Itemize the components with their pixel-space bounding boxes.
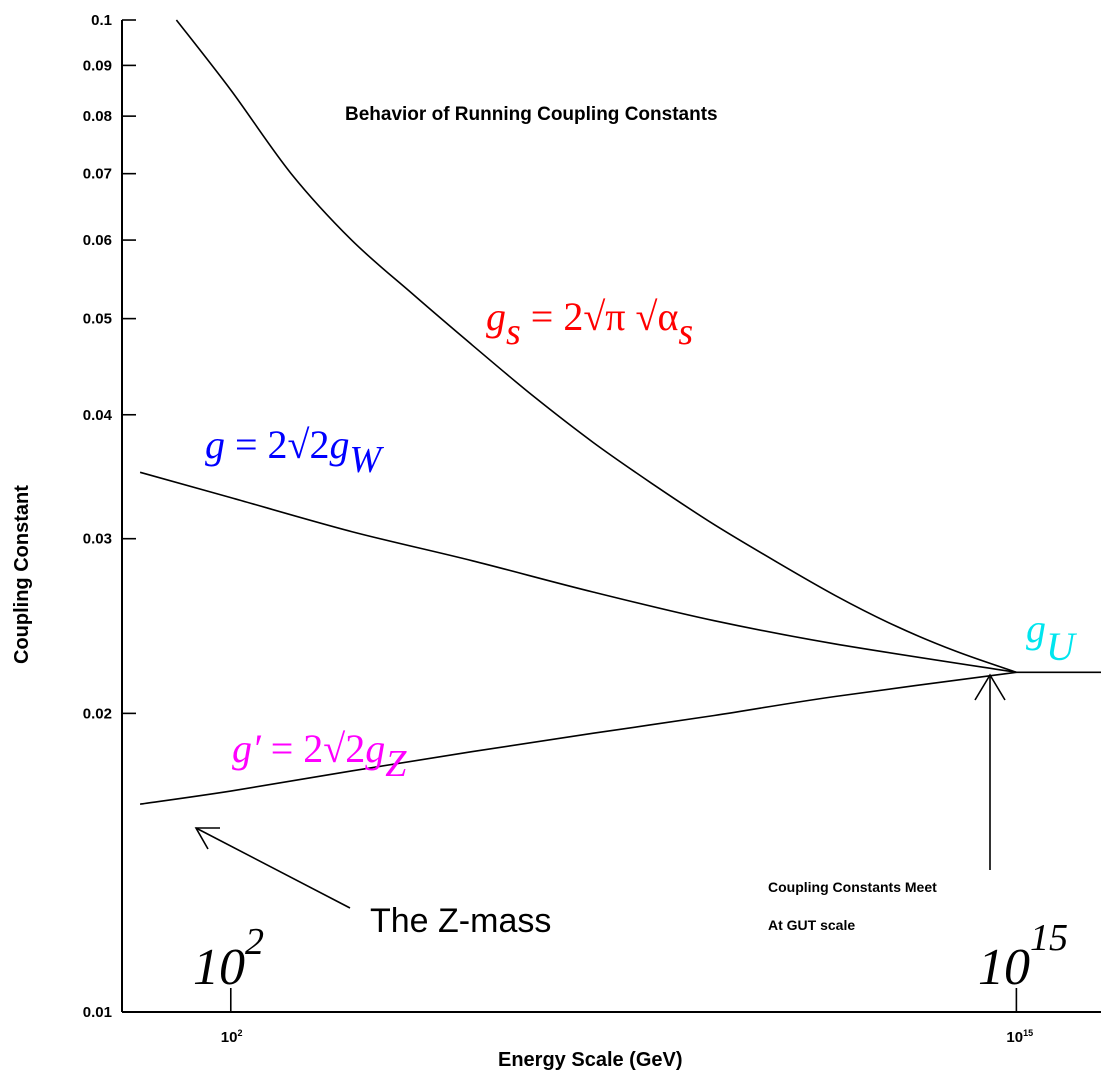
y-tick-label-5: 0.05 (83, 311, 112, 328)
x-tick-label-0: 102 (221, 1028, 243, 1046)
series-line-2 (139, 671, 1017, 805)
series-label-gprime: g′ = 2√2gZ (232, 726, 407, 785)
gut-arrowhead (974, 673, 1006, 701)
y-ticks: 0.1 0.09 0.08 0.07 0.06 0.05 0.04 0.03 0.02 0.01 (83, 12, 136, 1021)
zmass-label: The Z-mass (370, 902, 551, 940)
series-line-1 (139, 471, 1017, 674)
x-ticks: 102 1015 (221, 988, 1033, 1046)
y-tick-label-0: 0.1 (91, 12, 112, 29)
gut-note-line2: At GUT scale (768, 917, 855, 933)
y-tick-label-7: 0.03 (83, 531, 112, 548)
zmass-arrow-shaft (195, 827, 351, 909)
series-label-gu: gU (1026, 606, 1078, 669)
y-tick-label-8: 0.02 (83, 705, 112, 722)
y-tick-label-3: 0.07 (83, 166, 112, 183)
series-label-gs: gs = 2√π √αs (486, 294, 693, 353)
big-label-10-15: 1015 (978, 917, 1068, 996)
gut-annotation: Coupling Constants Meet At GUT scale (768, 673, 1006, 933)
axes (121, 20, 1101, 1013)
y-tick-label-2: 0.08 (83, 108, 112, 125)
gut-note-line1: Coupling Constants Meet (768, 879, 937, 895)
series-line-0 (175, 19, 1017, 674)
x-tick-label-1: 1015 (1006, 1028, 1033, 1046)
y-axis-title: Coupling Constant (11, 485, 33, 664)
zmass-annotation: The Z-mass (194, 827, 551, 940)
y-tick-label-4: 0.06 (83, 232, 112, 249)
zmass-arrowhead (194, 827, 220, 850)
x-axis-title: Energy Scale (GeV) (498, 1049, 683, 1071)
y-tick-label-1: 0.09 (83, 57, 112, 74)
big-label-10-2: 102 (193, 921, 264, 996)
series-label-g: g = 2√2gW (205, 422, 385, 481)
chart-title: Behavior of Running Coupling Constants (345, 104, 718, 125)
y-tick-label-6: 0.04 (83, 407, 113, 424)
y-tick-label-9: 0.01 (83, 1004, 112, 1021)
series-lines (139, 19, 1101, 805)
